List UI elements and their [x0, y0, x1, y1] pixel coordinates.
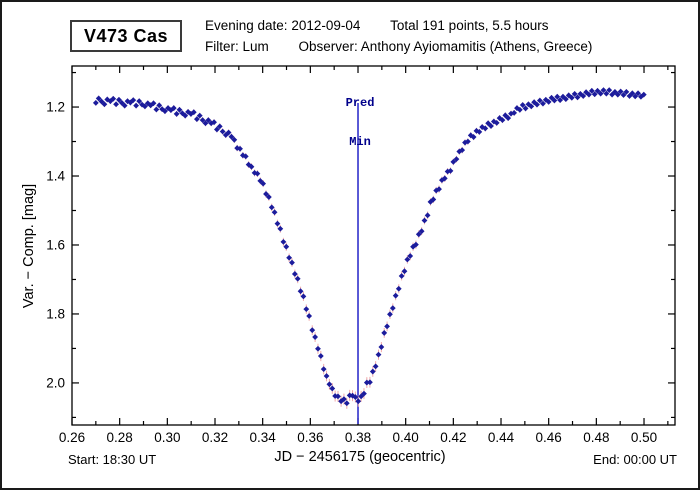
svg-text:0.44: 0.44	[488, 430, 515, 445]
x-axis-label: JD − 2456175 (geocentric)	[274, 449, 446, 465]
target-name: V473 Cas	[83, 25, 169, 46]
start-time-label: Start: 18:30 UT	[68, 452, 157, 467]
svg-text:0.26: 0.26	[59, 430, 85, 445]
header-line-2: Filter: Lum Observer: Anthony Ayiomamiti…	[205, 39, 592, 54]
svg-text:0.38: 0.38	[345, 430, 371, 445]
svg-text:0.36: 0.36	[297, 430, 323, 445]
svg-text:0.34: 0.34	[250, 430, 277, 445]
filter-text: Filter: Lum	[205, 39, 269, 54]
svg-text:0.32: 0.32	[202, 430, 228, 445]
observer-text: Observer: Anthony Ayiomamitis (Athens, G…	[298, 39, 593, 54]
svg-text:1.2: 1.2	[46, 100, 65, 115]
svg-text:0.50: 0.50	[631, 430, 657, 445]
svg-text:0.42: 0.42	[440, 430, 466, 445]
target-name-box: V473 Cas	[70, 20, 182, 52]
svg-text:1.8: 1.8	[46, 306, 65, 321]
pred-min-line-1: Pred	[345, 96, 375, 110]
pred-min-line-2: Min	[349, 135, 371, 149]
svg-text:0.28: 0.28	[107, 430, 133, 445]
svg-text:0.48: 0.48	[583, 430, 609, 445]
svg-text:2.0: 2.0	[46, 375, 65, 390]
evening-date-text: Evening date: 2012-09-04	[205, 18, 361, 33]
y-axis-label: Var. − Comp. [mag]	[21, 183, 37, 309]
points-summary-text: Total 191 points, 5.5 hours	[390, 18, 549, 33]
svg-text:0.46: 0.46	[536, 430, 562, 445]
svg-text:1.6: 1.6	[46, 237, 65, 252]
svg-text:1.4: 1.4	[46, 169, 65, 184]
header-line-1: Evening date: 2012-09-04 Total 191 point…	[205, 18, 549, 33]
svg-text:0.40: 0.40	[393, 430, 419, 445]
svg-text:0.30: 0.30	[154, 430, 180, 445]
predicted-minimum-label: Pred Min	[346, 71, 375, 175]
end-time-label: End: 00:00 UT	[593, 452, 677, 467]
